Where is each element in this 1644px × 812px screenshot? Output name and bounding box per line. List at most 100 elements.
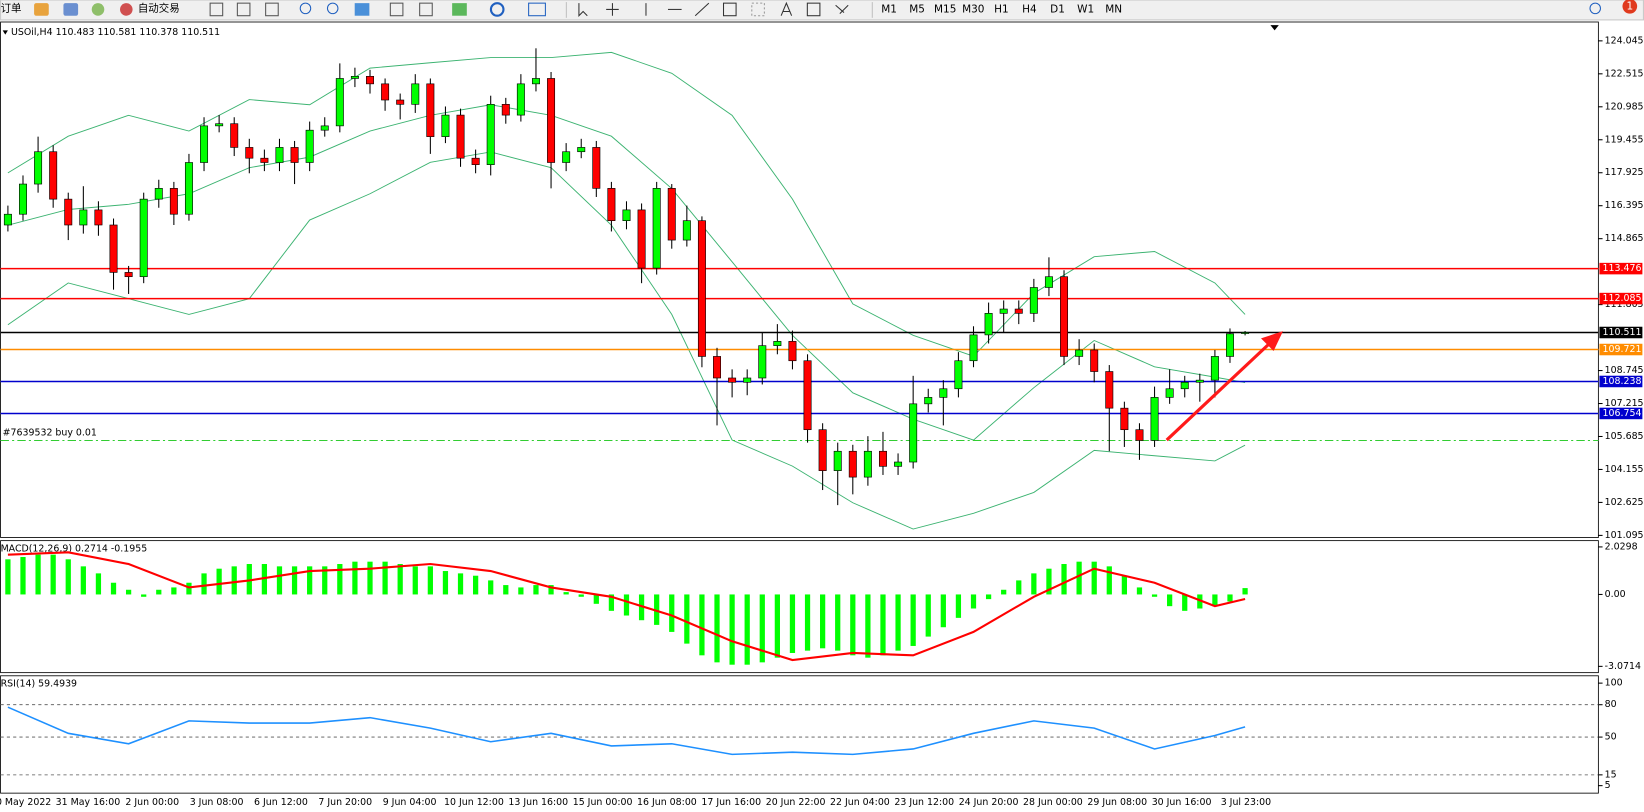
macd-bar xyxy=(397,564,403,595)
timeframe-button[interactable]: D1 xyxy=(1050,3,1065,15)
auto-trade-icon[interactable] xyxy=(120,3,133,16)
zoom-in-icon[interactable] xyxy=(299,2,312,15)
y-tick-label: 0.00 xyxy=(1605,589,1626,600)
macd-bar xyxy=(50,554,56,595)
timeframe-button[interactable]: H1 xyxy=(994,3,1009,15)
timeframe-button[interactable]: M5 xyxy=(909,3,925,15)
macd-bar xyxy=(276,566,283,595)
icon[interactable] xyxy=(489,2,505,17)
icon[interactable] xyxy=(528,2,546,17)
macd-bar xyxy=(412,566,418,595)
search-icon[interactable] xyxy=(1589,2,1601,15)
y-tick-label: 114.865 xyxy=(1605,233,1644,244)
macd-bar xyxy=(1167,594,1173,607)
timeframe-button[interactable]: W1 xyxy=(1077,3,1094,15)
icon[interactable] xyxy=(34,3,49,16)
zoom-out-icon[interactable] xyxy=(326,2,339,15)
candle-body xyxy=(1210,356,1219,381)
candle-body xyxy=(1135,429,1144,441)
icon[interactable] xyxy=(236,2,251,17)
icon[interactable] xyxy=(91,3,105,16)
x-tick-label: 20 Jun 22:00 xyxy=(766,797,826,808)
icon[interactable] xyxy=(722,2,737,17)
macd-bar xyxy=(880,594,886,656)
icon[interactable] xyxy=(63,3,79,16)
candle-body xyxy=(79,209,88,226)
order-label: #7639532 buy 0.01 xyxy=(3,428,97,439)
x-tick-label: 17 Jun 16:00 xyxy=(701,797,761,808)
crosshair-icon[interactable] xyxy=(606,3,619,16)
macd-bar xyxy=(1212,594,1218,607)
y-tick-label: 104.155 xyxy=(1605,464,1644,475)
candle-body xyxy=(999,308,1008,314)
x-tick-label: 13 Jun 16:00 xyxy=(508,797,568,808)
icon[interactable] xyxy=(209,2,224,17)
macd-bar xyxy=(80,566,86,595)
candle-body xyxy=(64,198,73,226)
candle-body xyxy=(984,313,993,336)
macd-bar xyxy=(578,594,584,597)
candle-body xyxy=(139,198,148,278)
macd-bar xyxy=(1121,575,1127,595)
candle-body xyxy=(305,129,314,163)
price-level-tag xyxy=(1599,407,1643,420)
timeframe-button[interactable]: MN xyxy=(1105,3,1122,15)
macd-bar xyxy=(714,594,720,663)
candle-body xyxy=(773,341,782,346)
candle-body xyxy=(682,220,691,241)
trendline-icon[interactable] xyxy=(694,2,710,17)
auto-trade-button[interactable]: 自动交易 xyxy=(138,1,180,14)
order-button[interactable]: 订单 xyxy=(1,2,22,14)
y-tick-label: 5 xyxy=(1605,780,1611,791)
macd-bar xyxy=(1227,594,1233,602)
macd-bar xyxy=(1136,587,1143,595)
candle-body xyxy=(833,450,842,471)
icon[interactable] xyxy=(354,3,370,16)
icon[interactable] xyxy=(265,2,279,17)
candle-body xyxy=(848,450,857,478)
macd-bar xyxy=(427,566,433,595)
macd-bar xyxy=(352,561,358,595)
icon[interactable] xyxy=(389,2,404,17)
candle-body xyxy=(501,104,510,116)
icon[interactable] xyxy=(751,2,765,17)
label-icon[interactable] xyxy=(806,2,821,17)
timeframes: M1 M5 M15 M30 H1 H4 D1 W1 MN xyxy=(881,3,1122,15)
cursor-icon[interactable] xyxy=(578,3,588,17)
price-level-tag xyxy=(1599,262,1643,275)
candle-body xyxy=(758,345,767,379)
macd-bar xyxy=(488,580,494,595)
timeframe-button[interactable]: H4 xyxy=(1022,3,1037,15)
candle-body xyxy=(697,220,706,357)
candle-body xyxy=(1105,371,1114,409)
icon[interactable] xyxy=(452,3,467,16)
notification-badge[interactable] xyxy=(1622,0,1638,14)
macd-bar xyxy=(503,585,509,595)
timeframe-button[interactable]: M15 xyxy=(934,3,956,15)
candle-body xyxy=(320,125,329,131)
candle-body xyxy=(1180,381,1189,390)
macd-bar xyxy=(1197,594,1203,609)
macd-bar xyxy=(820,594,826,649)
x-tick-label: 9 Jun 04:00 xyxy=(383,797,437,808)
candle-body xyxy=(1044,276,1053,288)
price-level-tag xyxy=(1599,375,1643,388)
candle-body xyxy=(49,151,58,200)
x-tick-label: 7 Jun 20:00 xyxy=(318,797,372,808)
macd-bar xyxy=(684,594,690,644)
x-tick-label: 16 Jun 08:00 xyxy=(637,797,697,808)
candle-body xyxy=(184,162,193,215)
icon[interactable] xyxy=(419,2,433,17)
macd-bar xyxy=(20,556,26,595)
macd-bar xyxy=(955,594,962,618)
arrows-icon[interactable] xyxy=(835,4,849,14)
candle-body xyxy=(652,188,661,269)
timeframe-button[interactable]: M1 xyxy=(881,3,897,15)
text-icon[interactable] xyxy=(780,1,793,16)
timeframe-button[interactable]: M30 xyxy=(962,3,984,15)
macd-bar xyxy=(246,564,252,595)
macd-bar xyxy=(835,594,841,651)
y-tick-label: 117.925 xyxy=(1605,167,1644,178)
macd-bar xyxy=(789,594,796,653)
macd-bar xyxy=(925,594,931,637)
